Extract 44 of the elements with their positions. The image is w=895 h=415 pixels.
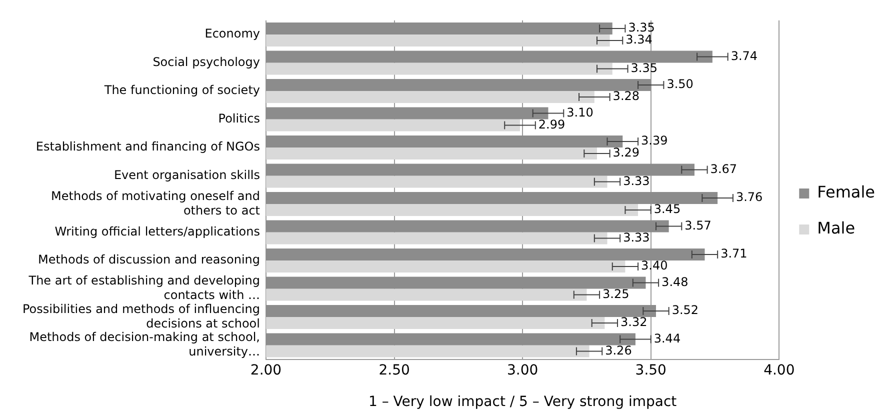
legend-label: Male bbox=[817, 218, 856, 238]
y-tick-label: Methods of discussion and reasoning bbox=[38, 252, 260, 267]
y-tick-label: The art of establishing and developing contacts with … bbox=[28, 274, 260, 302]
data-label: 3.35 bbox=[628, 20, 655, 35]
data-label: 3.57 bbox=[684, 218, 712, 232]
y-tick-label: Possibilities and methods of influencing decisions at school bbox=[22, 302, 260, 330]
data-label: 3.33 bbox=[623, 230, 650, 244]
y-tick-label: Methods of decision-making at school, university… bbox=[29, 330, 260, 359]
data-label: 2.99 bbox=[538, 117, 566, 132]
data-label: 3.10 bbox=[566, 105, 594, 120]
x-tick-label: 2.50 bbox=[378, 362, 410, 378]
data-label: 3.71 bbox=[720, 246, 748, 261]
data-label: 3.76 bbox=[736, 190, 763, 204]
y-tick-label: Methods of motivating oneself and others to act bbox=[51, 188, 260, 218]
data-label: 3.25 bbox=[602, 286, 630, 301]
data-label: 3.74 bbox=[730, 48, 758, 63]
legend-label: Female bbox=[817, 182, 876, 202]
x-tick-label: 2.00 bbox=[250, 362, 282, 378]
data-label: 3.29 bbox=[612, 146, 640, 160]
y-tick-label: Event organisation skills bbox=[114, 168, 260, 182]
data-label: 3.32 bbox=[620, 315, 648, 330]
data-label: 3.48 bbox=[662, 274, 688, 289]
x-axis-title: 1 – Very low impact / 5 – Very strong impact bbox=[368, 394, 678, 410]
y-tick-label: Social psychology bbox=[152, 54, 260, 69]
data-label: 3.44 bbox=[654, 331, 681, 346]
data-label: 3.34 bbox=[626, 32, 652, 47]
x-tick-label: 4.00 bbox=[764, 362, 795, 378]
x-tick-label: 3.50 bbox=[635, 362, 666, 378]
data-label: 3.39 bbox=[641, 134, 668, 148]
data-label: 3.33 bbox=[623, 174, 650, 188]
y-tick-label: Economy bbox=[204, 26, 260, 41]
y-tick-label: Establishment and financing of NGOs bbox=[36, 140, 260, 154]
data-label: 3.50 bbox=[666, 77, 694, 92]
y-tick-label: Writing official letters/applications bbox=[54, 224, 260, 238]
data-label: 3.52 bbox=[672, 303, 699, 318]
data-label: 3.35 bbox=[630, 60, 658, 75]
data-label: 3.45 bbox=[654, 202, 681, 216]
x-tick-label: 3.00 bbox=[506, 362, 538, 378]
y-tick-label: The functioning of society bbox=[103, 83, 260, 98]
data-label: 3.26 bbox=[605, 343, 632, 358]
data-label: 3.40 bbox=[641, 258, 668, 273]
data-label: 3.28 bbox=[612, 89, 640, 104]
data-label: 3.67 bbox=[710, 162, 738, 176]
y-tick-label: Politics bbox=[218, 111, 260, 126]
